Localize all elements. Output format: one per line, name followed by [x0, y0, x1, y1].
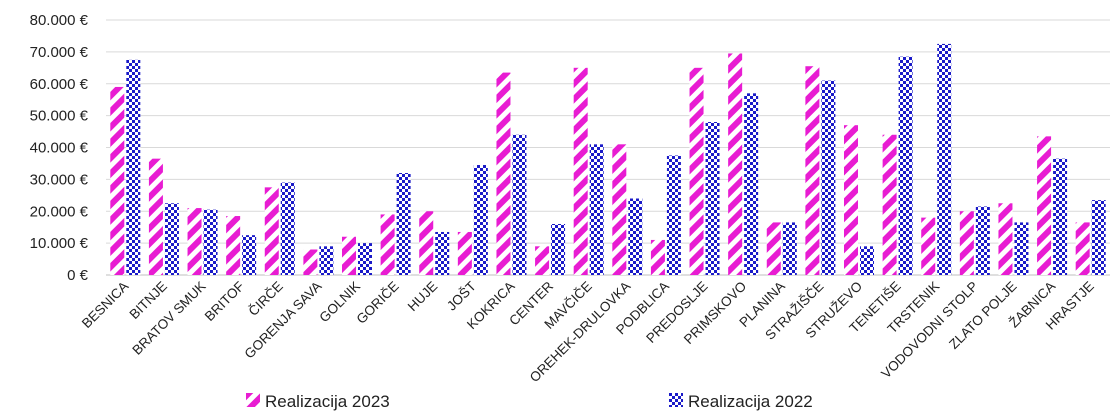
bar-2023 [573, 67, 588, 275]
bar-2023 [844, 125, 858, 275]
bar-2022 [396, 173, 411, 275]
bar-2022 [860, 246, 874, 275]
legend-item-2022: Realizacija 2022 [669, 392, 813, 411]
bar-2022 [1091, 200, 1106, 275]
y-tick-label: 10.000 € [30, 235, 89, 252]
y-tick-label: 40.000 € [30, 140, 89, 157]
bar-2023 [457, 231, 472, 275]
bar-2022 [666, 155, 681, 275]
bar-2022 [744, 93, 759, 275]
x-category-label: JOŠT [444, 279, 479, 314]
bar-2023 [226, 216, 241, 275]
y-tick-label: 30.000 € [30, 171, 89, 188]
bar-2022 [589, 144, 604, 275]
x-category-label: BESNICA [79, 279, 132, 332]
bar-2023 [805, 66, 820, 275]
bar-2022 [435, 231, 450, 275]
x-category-label: ZLATO POLJE [946, 279, 1019, 352]
bar-2022 [512, 134, 527, 275]
y-tick-label: 80.000 € [30, 12, 89, 29]
bar-2022 [203, 209, 218, 275]
x-category-label: GORIČE [353, 279, 401, 327]
x-category-label: BRATOV SMUK [129, 279, 208, 358]
bar-2022 [164, 203, 179, 275]
bar-2022 [242, 235, 257, 275]
bar-2023 [342, 236, 356, 275]
bar-2023 [689, 67, 704, 275]
bar-2022 [1014, 222, 1029, 275]
bar-2023 [380, 214, 395, 275]
legend-item-2023: Realizacija 2023 [246, 392, 390, 411]
bar-2023 [419, 211, 434, 275]
legend: Realizacija 2023 Realizacija 2022 [246, 392, 813, 411]
bar-2023 [535, 246, 550, 275]
bar-2022 [1053, 158, 1068, 275]
bar-2023 [766, 222, 781, 275]
y-tick-label: 20.000 € [30, 203, 89, 220]
bars [110, 43, 1106, 275]
legend-swatch-2023 [246, 393, 260, 407]
bar-2022 [126, 59, 141, 275]
bar-2023 [303, 249, 318, 275]
y-tick-label: 0 € [67, 267, 89, 284]
bar-2022 [705, 122, 720, 275]
bar-2023 [187, 208, 202, 275]
bar-2022 [358, 243, 372, 275]
y-tick-label: 50.000 € [30, 108, 89, 125]
bar-2023 [650, 239, 665, 275]
bar-2023 [921, 217, 936, 275]
bar-2023 [882, 134, 897, 275]
bar-2022 [280, 182, 295, 275]
bar-2023 [959, 211, 974, 275]
bar-2022 [473, 165, 488, 275]
x-category-label: BRITOF [202, 279, 247, 324]
y-tick-label: 60.000 € [30, 76, 89, 93]
bar-2023 [998, 203, 1013, 275]
bar-2023 [148, 158, 163, 275]
legend-swatch-2022 [669, 393, 683, 407]
x-category-label: HUJE [405, 279, 441, 315]
bar-2022 [782, 222, 797, 275]
y-axis-tick-labels: 0 € 10.000 € 20.000 € 30.000 € 40.000 € 50.00… [30, 12, 89, 284]
bar-2023 [1037, 136, 1052, 275]
bar-2023 [264, 187, 279, 275]
legend-label-2023: Realizacija 2023 [265, 392, 390, 411]
bar-2022 [975, 206, 990, 275]
bar-2022 [821, 80, 836, 275]
bar-2023 [1075, 222, 1090, 275]
bar-2022 [551, 224, 566, 275]
y-tick-label: 70.000 € [30, 44, 89, 61]
legend-label-2022: Realizacija 2022 [688, 392, 813, 411]
bar-2023 [496, 72, 511, 275]
bar-2023 [612, 144, 627, 275]
bar-2022 [937, 43, 952, 275]
bar-2022 [898, 56, 913, 275]
bar-2023 [110, 86, 125, 275]
bar-2023 [728, 53, 743, 275]
gridlines [106, 19, 1110, 276]
bar-2022 [628, 198, 643, 275]
bar-2022 [319, 246, 334, 275]
